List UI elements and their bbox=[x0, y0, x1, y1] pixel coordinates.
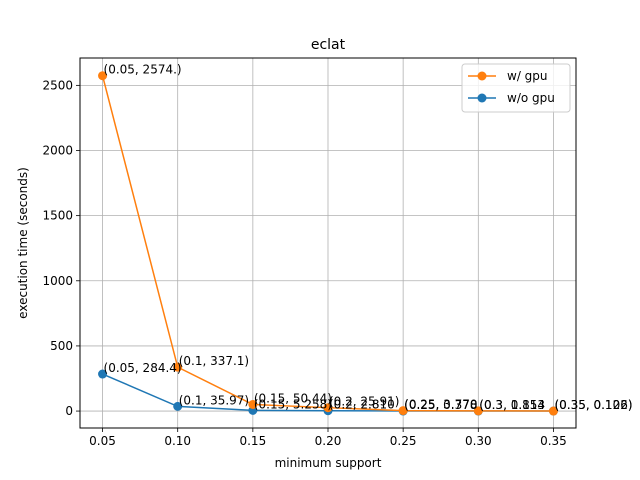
y-tick-label: 1500 bbox=[42, 209, 73, 223]
y-tick-label: 500 bbox=[50, 339, 73, 353]
point-annotation: (0.3, 1.813 bbox=[479, 398, 545, 412]
point-annotations: (0.05, 2574.)(0.1, 337.1)(0.15, 50.44)(0… bbox=[104, 63, 633, 412]
x-tick-label: 0.10 bbox=[164, 434, 191, 448]
legend-marker-w-gpu bbox=[477, 71, 487, 81]
point-annotation: (0.35, 0.102) bbox=[554, 398, 632, 412]
point-annotation: (0.05, 284.4) bbox=[104, 361, 182, 375]
y-tick-label: 0 bbox=[65, 404, 73, 418]
x-tick-label: 0.15 bbox=[239, 434, 266, 448]
legend-marker-wo-gpu bbox=[477, 93, 487, 103]
x-tick-label: 0.20 bbox=[315, 434, 342, 448]
x-tick-label: 0.05 bbox=[89, 434, 116, 448]
series-layer bbox=[98, 71, 558, 416]
x-tick-label: 0.30 bbox=[465, 434, 492, 448]
x-axis-title: minimum support bbox=[275, 456, 382, 470]
point-annotation: (0.1, 337.1) bbox=[179, 354, 249, 368]
chart-title: eclat bbox=[311, 37, 346, 53]
point-annotation: (0.1, 35.97) bbox=[179, 393, 249, 407]
data-point-w-gpu bbox=[398, 406, 408, 416]
x-tick-label: 0.25 bbox=[390, 434, 417, 448]
y-tick-label: 2000 bbox=[42, 144, 73, 158]
x-tick-label: 0.35 bbox=[540, 434, 567, 448]
point-annotation: (0.3, 0.154 bbox=[479, 398, 545, 412]
data-point-w-o-gpu bbox=[98, 369, 108, 379]
point-annotation: (0.05, 2574.) bbox=[104, 63, 182, 77]
legend-label-w-gpu: w/ gpu bbox=[507, 69, 548, 83]
y-tick-label: 1000 bbox=[42, 274, 73, 288]
data-point-w-gpu bbox=[173, 362, 183, 372]
grid-lines bbox=[80, 58, 576, 428]
point-annotation: (0.2, 2.810 bbox=[329, 398, 395, 412]
data-point-w-gpu bbox=[248, 399, 258, 409]
data-point-w-o-gpu bbox=[173, 401, 183, 411]
y-tick-label: 2500 bbox=[42, 78, 73, 92]
y-axis-title: execution time (seconds) bbox=[16, 167, 30, 319]
legend: w/ gpu w/o gpu bbox=[461, 63, 571, 113]
point-annotation: (0.25, 0.378 bbox=[404, 398, 477, 412]
legend-label-wo-gpu: w/o gpu bbox=[507, 91, 555, 105]
point-annotation: (0.35, 0.126) bbox=[554, 398, 632, 412]
data-point-w-gpu bbox=[548, 406, 558, 416]
data-point-w-gpu bbox=[323, 403, 333, 413]
point-annotation: (0.15, 50.44) bbox=[254, 391, 332, 405]
data-point-w-gpu bbox=[98, 71, 108, 81]
x-axis-ticks: 0.05 0.10 0.15 0.20 0.25 0.30 0.35 bbox=[89, 428, 567, 448]
y-axis-ticks: 0 500 1000 1500 2000 2500 bbox=[42, 78, 80, 418]
point-annotation: (0.15, 5.258) bbox=[254, 397, 332, 411]
data-point-w-gpu bbox=[473, 406, 483, 416]
point-annotation: (0.25, 3.770 bbox=[404, 398, 477, 412]
point-annotation: (0.2, 25.91) bbox=[329, 395, 399, 409]
